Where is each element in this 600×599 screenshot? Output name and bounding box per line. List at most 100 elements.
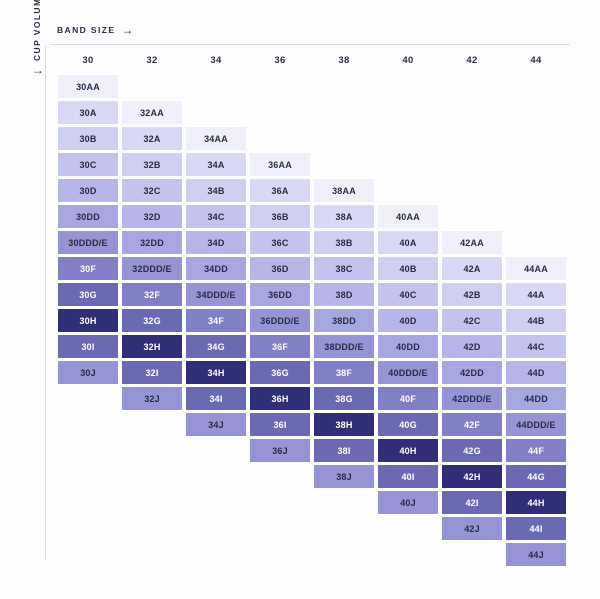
column-header-42: 42 [466,55,478,66]
size-cell-36F[interactable]: 36F [249,334,311,359]
size-cell-40A[interactable]: 40A [377,230,439,255]
size-cell-34D[interactable]: 34D [185,230,247,255]
size-cell-32B[interactable]: 32B [121,152,183,177]
size-cell-42AA[interactable]: 42AA [441,230,503,255]
size-cell-40B[interactable]: 40B [377,256,439,281]
size-cell-36DD[interactable]: 36DD [249,282,311,307]
size-cell-36J[interactable]: 36J [249,438,311,463]
size-cell-40C[interactable]: 40C [377,282,439,307]
column-header-32: 32 [146,55,158,66]
size-cell-36H[interactable]: 36H [249,386,311,411]
size-cell-30G[interactable]: 30G [57,282,119,307]
size-cell-44C[interactable]: 44C [505,334,567,359]
size-cell-32DD[interactable]: 32DD [121,230,183,255]
size-cell-30AA[interactable]: 30AA [57,74,119,99]
size-cell-30A[interactable]: 30A [57,100,119,125]
size-cell-34AA[interactable]: 34AA [185,126,247,151]
size-cell-34I[interactable]: 34I [185,386,247,411]
size-cell-44G[interactable]: 44G [505,464,567,489]
size-cell-38AA[interactable]: 38AA [313,178,375,203]
size-cell-34DD[interactable]: 34DD [185,256,247,281]
size-cell-34C[interactable]: 34C [185,204,247,229]
size-cell-42J[interactable]: 42J [441,516,503,541]
size-cell-42A[interactable]: 42A [441,256,503,281]
size-cell-36DDD-E[interactable]: 36DDD/E [249,308,311,333]
size-cell-44H[interactable]: 44H [505,490,567,515]
size-cell-32AA[interactable]: 32AA [121,100,183,125]
size-cell-36G[interactable]: 36G [249,360,311,385]
size-cell-30DD[interactable]: 30DD [57,204,119,229]
size-cell-32DDD-E[interactable]: 32DDD/E [121,256,183,281]
size-cell-30J[interactable]: 30J [57,360,119,385]
size-cell-42H[interactable]: 42H [441,464,503,489]
size-cell-38DD[interactable]: 38DD [313,308,375,333]
size-cell-44DD[interactable]: 44DD [505,386,567,411]
size-cell-30C[interactable]: 30C [57,152,119,177]
size-cell-30H[interactable]: 30H [57,308,119,333]
size-cell-40F[interactable]: 40F [377,386,439,411]
size-cell-30F[interactable]: 30F [57,256,119,281]
size-cell-40H[interactable]: 40H [377,438,439,463]
size-cell-34DDD-E[interactable]: 34DDD/E [185,282,247,307]
size-cell-38C[interactable]: 38C [313,256,375,281]
size-cell-40J[interactable]: 40J [377,490,439,515]
size-cell-32G[interactable]: 32G [121,308,183,333]
size-cell-30B[interactable]: 30B [57,126,119,151]
size-cell-40DDD-E[interactable]: 40DDD/E [377,360,439,385]
size-cell-36D[interactable]: 36D [249,256,311,281]
size-cell-42C[interactable]: 42C [441,308,503,333]
size-cell-42D[interactable]: 42D [441,334,503,359]
size-cell-32I[interactable]: 32I [121,360,183,385]
size-cell-44F[interactable]: 44F [505,438,567,463]
size-cell-30I[interactable]: 30I [57,334,119,359]
size-cell-34J[interactable]: 34J [185,412,247,437]
size-cell-44J[interactable]: 44J [505,542,567,567]
size-cell-32J[interactable]: 32J [121,386,183,411]
size-cell-34G[interactable]: 34G [185,334,247,359]
size-cell-44D[interactable]: 44D [505,360,567,385]
cup-volume-axis-label: ↓ CUP VOLUME [0,0,45,599]
size-cell-34F[interactable]: 34F [185,308,247,333]
size-cell-40G[interactable]: 40G [377,412,439,437]
size-cell-38I[interactable]: 38I [313,438,375,463]
size-cell-32C[interactable]: 32C [121,178,183,203]
size-cell-36I[interactable]: 36I [249,412,311,437]
size-cell-32F[interactable]: 32F [121,282,183,307]
size-cell-38B[interactable]: 38B [313,230,375,255]
size-cell-44I[interactable]: 44I [505,516,567,541]
size-cell-40DD[interactable]: 40DD [377,334,439,359]
size-cell-38J[interactable]: 38J [313,464,375,489]
size-cell-34H[interactable]: 34H [185,360,247,385]
size-cell-30DDD-E[interactable]: 30DDD/E [57,230,119,255]
size-cell-42F[interactable]: 42F [441,412,503,437]
size-cell-36A[interactable]: 36A [249,178,311,203]
size-cell-38H[interactable]: 38H [313,412,375,437]
size-cell-40AA[interactable]: 40AA [377,204,439,229]
size-cell-42DDD-E[interactable]: 42DDD/E [441,386,503,411]
size-cell-36AA[interactable]: 36AA [249,152,311,177]
size-cell-38DDD-E[interactable]: 38DDD/E [313,334,375,359]
size-cell-36B[interactable]: 36B [249,204,311,229]
size-cell-30D[interactable]: 30D [57,178,119,203]
size-cell-38A[interactable]: 38A [313,204,375,229]
size-cell-44AA[interactable]: 44AA [505,256,567,281]
size-cell-40I[interactable]: 40I [377,464,439,489]
size-cell-32D[interactable]: 32D [121,204,183,229]
size-cell-42B[interactable]: 42B [441,282,503,307]
size-cell-40D[interactable]: 40D [377,308,439,333]
size-cell-38D[interactable]: 38D [313,282,375,307]
size-cell-38G[interactable]: 38G [313,386,375,411]
size-cell-36C[interactable]: 36C [249,230,311,255]
size-cell-32H[interactable]: 32H [121,334,183,359]
size-cell-32A[interactable]: 32A [121,126,183,151]
size-cell-38F[interactable]: 38F [313,360,375,385]
size-cell-42G[interactable]: 42G [441,438,503,463]
size-cell-34A[interactable]: 34A [185,152,247,177]
arrow-right-icon: → [121,23,135,37]
size-cell-34B[interactable]: 34B [185,178,247,203]
size-cell-44B[interactable]: 44B [505,308,567,333]
size-cell-42I[interactable]: 42I [441,490,503,515]
size-cell-42DD[interactable]: 42DD [441,360,503,385]
size-cell-44A[interactable]: 44A [505,282,567,307]
size-cell-44DDD-E[interactable]: 44DDD/E [505,412,567,437]
